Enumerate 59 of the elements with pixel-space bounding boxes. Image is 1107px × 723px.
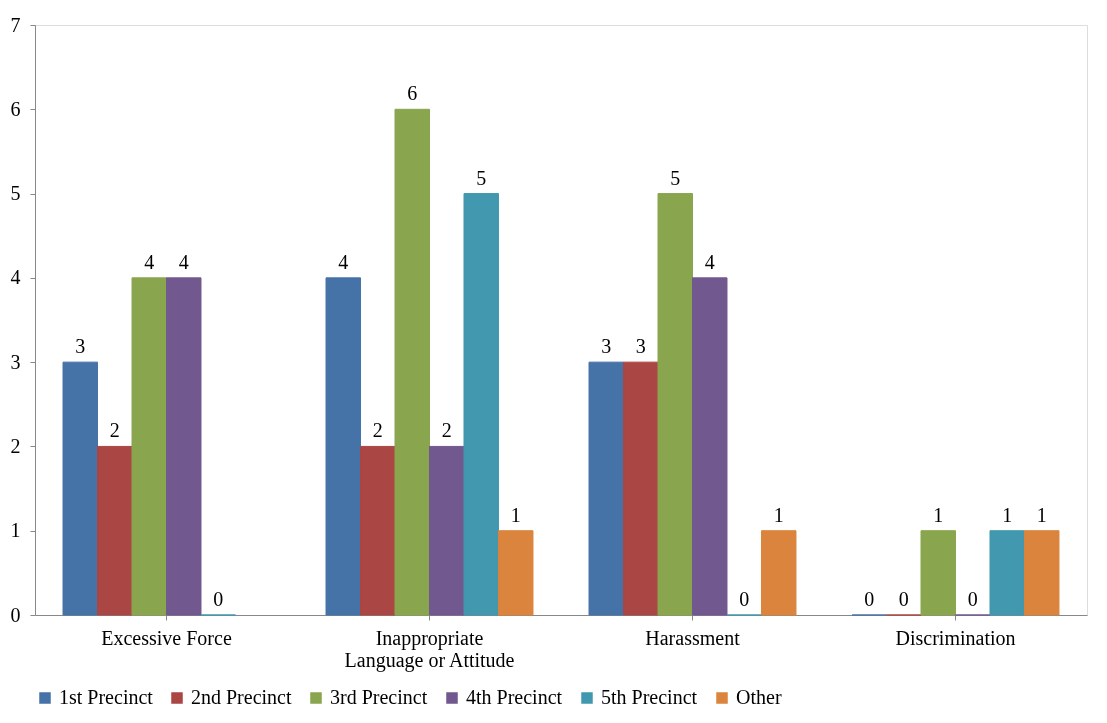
data-label: 4: [338, 250, 349, 273]
bar: [62, 361, 99, 616]
legend-label: 5th Precinct: [601, 686, 698, 708]
data-label: 4: [144, 250, 155, 273]
x-tick-label: Harassment: [645, 626, 741, 649]
bar: [429, 445, 465, 616]
bar: [497, 530, 534, 616]
y-tick-label: 1: [10, 519, 21, 542]
bar: [1023, 530, 1060, 616]
data-label: 0: [898, 588, 909, 610]
data-label: 0: [739, 588, 750, 610]
bar: [588, 361, 625, 616]
bar: [97, 445, 133, 616]
bar: [920, 530, 956, 616]
y-tick-label: 7: [10, 13, 21, 36]
y-tick-label: 4: [10, 266, 21, 289]
bar: [692, 277, 728, 616]
bar: [325, 277, 362, 616]
data-label: 4: [178, 250, 189, 273]
data-label: 1: [1002, 503, 1013, 526]
data-label: 1: [773, 503, 784, 526]
data-label: 1: [510, 503, 521, 526]
data-label: 0: [967, 588, 978, 610]
legend-label: 4th Precinct: [466, 686, 563, 708]
x-tick-label: Inappropriate Language or Attitude: [344, 626, 515, 672]
data-label: 3: [601, 335, 612, 358]
data-label: 4: [704, 250, 715, 273]
data-label: 0: [213, 588, 224, 610]
data-label: 2: [372, 419, 383, 442]
legend-label: 1st Precinct: [59, 686, 154, 708]
legend-label: 2nd Precinct: [191, 686, 292, 708]
bar: [623, 361, 659, 616]
bar: [394, 108, 430, 616]
data-label: 2: [109, 419, 120, 442]
data-label: 3: [635, 335, 646, 358]
data-label: 6: [407, 82, 418, 105]
data-label: 1: [1036, 503, 1047, 526]
y-tick-label: 5: [10, 182, 21, 205]
bar: [131, 277, 167, 616]
bar: [360, 445, 396, 616]
y-tick-label: 0: [10, 603, 21, 626]
bar: [166, 277, 202, 616]
data-label: 0: [864, 588, 875, 610]
bar: [463, 193, 499, 616]
x-tick-label: Excessive Force: [101, 626, 232, 649]
bar: [989, 530, 1025, 616]
x-tick-label: Discrimination: [895, 626, 1016, 649]
data-label: 2: [441, 419, 452, 442]
bar: [657, 193, 693, 616]
y-tick-label: 3: [10, 350, 21, 373]
legend-label: Other: [736, 686, 782, 708]
data-label: 5: [476, 166, 487, 189]
data-label: 5: [670, 166, 681, 189]
data-label: 3: [75, 335, 86, 358]
y-tick-label: 6: [10, 97, 21, 120]
data-label: 1: [933, 503, 944, 526]
legend-label: 3rd Precinct: [330, 686, 428, 708]
y-tick-label: 2: [10, 434, 21, 457]
bar: [760, 530, 797, 616]
